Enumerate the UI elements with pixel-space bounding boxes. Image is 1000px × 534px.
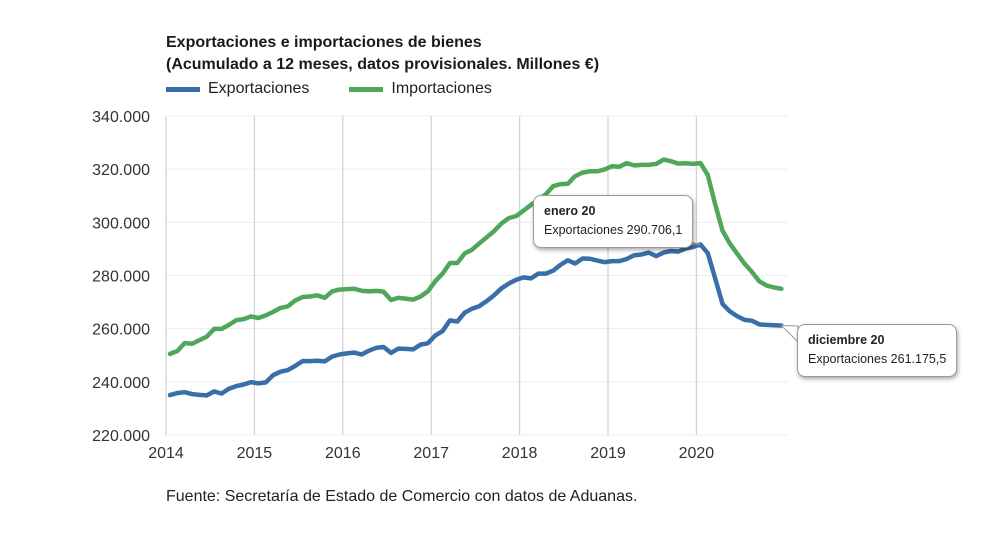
legend-swatch-exportaciones <box>166 86 200 92</box>
y-tick-label: 300.000 <box>92 215 150 232</box>
x-axis-tick-labels: 2014 2015 2016 2017 2018 2019 2020 <box>148 445 714 462</box>
y-tick-label: 240.000 <box>92 375 150 392</box>
legend-swatch-importaciones <box>349 86 384 92</box>
tooltip-value: Exportaciones 290.706,1 <box>544 223 683 237</box>
tooltip-pointer <box>780 325 799 344</box>
chart-title: Exportaciones e importaciones de bienes … <box>166 32 599 76</box>
legend-item-exportaciones[interactable]: Exportaciones <box>166 80 309 98</box>
y-tick-label: 340.000 <box>92 109 150 126</box>
y-tick-label: 320.000 <box>92 162 150 179</box>
tooltip-value: Exportaciones 261.175,5 <box>808 352 947 366</box>
x-tick-label: 2015 <box>237 445 273 462</box>
legend-label-exportaciones: Exportaciones <box>208 80 310 97</box>
series-lines <box>167 157 784 398</box>
legend-item-importaciones[interactable]: Importaciones <box>349 80 492 98</box>
x-tick-label: 2019 <box>590 445 626 462</box>
x-tick-label: 2017 <box>413 445 449 462</box>
legend: Exportaciones Importaciones <box>166 80 492 98</box>
tooltip-diciembre-20: diciembre 20 Exportaciones 261.175,5 <box>797 324 958 377</box>
tooltip-enero-20: enero 20 Exportaciones 290.706,1 <box>533 195 694 248</box>
y-tick-label: 260.000 <box>92 322 150 339</box>
y-tick-label: 220.000 <box>92 428 150 445</box>
legend-label-importaciones: Importaciones <box>391 80 492 97</box>
y-tick-label: 280.000 <box>92 269 150 286</box>
chart-title-line2: (Acumulado a 12 meses, datos provisional… <box>166 56 600 73</box>
chart-title-line1: Exportaciones e importaciones de bienes <box>166 34 482 51</box>
x-tick-label: 2018 <box>502 445 538 462</box>
tooltip-period: enero 20 <box>544 204 596 218</box>
x-tick-label: 2014 <box>148 445 184 462</box>
source-note: Fuente: Secretaría de Estado de Comercio… <box>166 488 638 505</box>
y-axis-tick-labels: 220.000 240.000 260.000 280.000 300.000 320.0… <box>92 109 150 445</box>
series-line-importaciones <box>167 157 784 357</box>
x-tick-label: 2020 <box>679 445 715 462</box>
x-tick-label: 2016 <box>325 445 361 462</box>
series-line-exportaciones <box>167 242 784 398</box>
tooltip-period: diciembre 20 <box>808 333 885 347</box>
horizontal-gridlines <box>166 115 788 436</box>
